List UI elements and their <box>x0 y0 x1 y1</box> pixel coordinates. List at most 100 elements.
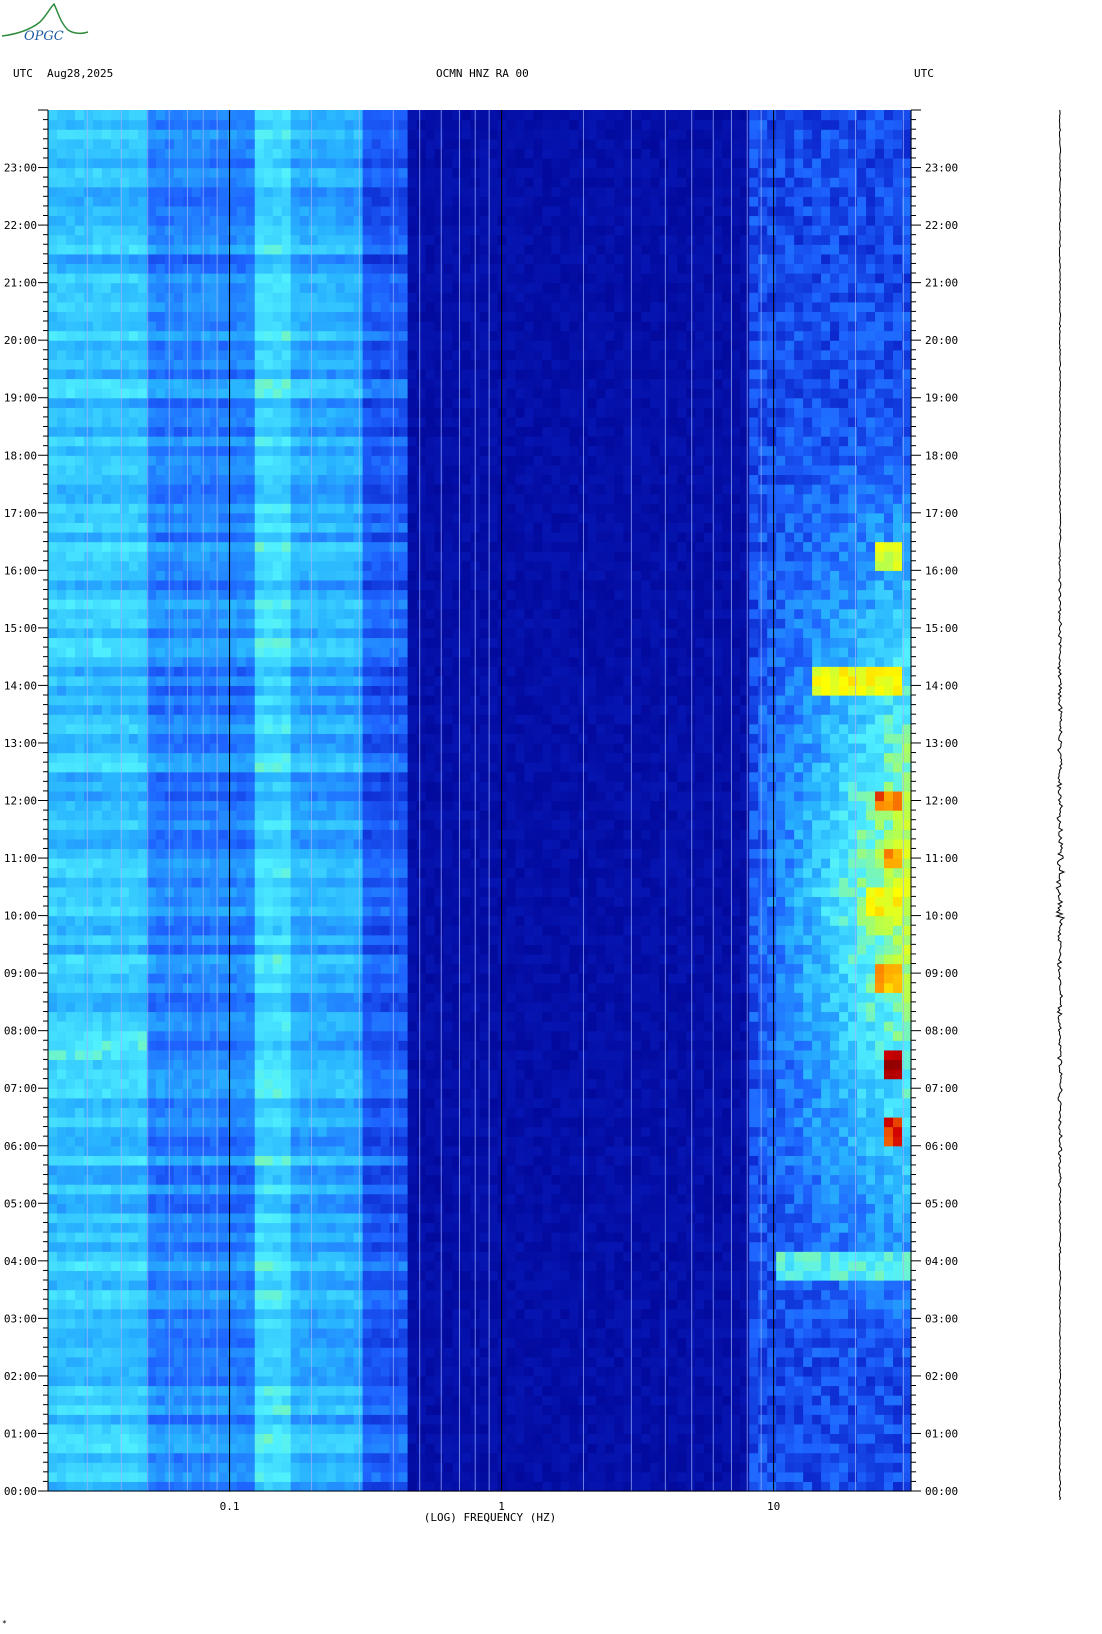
spectrogram-cell <box>308 1021 319 1032</box>
spectrogram-cell <box>767 1155 777 1166</box>
spectrogram-cell <box>83 1040 94 1051</box>
spectrogram-cell <box>848 1164 858 1176</box>
spectrogram-cell <box>884 1049 894 1061</box>
spectrogram-cell <box>542 1116 553 1128</box>
spectrogram-cell <box>848 1021 858 1032</box>
spectrogram-cell <box>605 1385 615 1396</box>
spectrogram-cell <box>560 1443 570 1454</box>
spectrogram-cell <box>821 1059 831 1070</box>
spectrogram-cell <box>452 1212 463 1224</box>
spectrogram-cell <box>740 1136 750 1147</box>
spectrogram-cell <box>677 1126 687 1137</box>
spectrogram-cell <box>830 1164 840 1176</box>
spectrogram-cell <box>902 1184 912 1195</box>
spectrogram-cell <box>281 1222 292 1233</box>
spectrogram-cell <box>677 1030 687 1041</box>
spectrogram-cell <box>632 1040 642 1051</box>
spectrogram-cell <box>866 1414 876 1425</box>
spectrogram-cell <box>308 1423 319 1435</box>
spectrogram-cell <box>308 1327 319 1339</box>
spectrogram-cell <box>785 1385 795 1396</box>
spectrogram-cell <box>713 1145 723 1156</box>
spectrogram-cell <box>425 1069 436 1080</box>
spectrogram-cell <box>776 1126 786 1137</box>
spectrogram-cell <box>848 1059 858 1070</box>
spectrogram-cell <box>848 1481 858 1492</box>
spectrogram-cell <box>272 1308 283 1319</box>
spectrogram-cell <box>128 1222 139 1233</box>
spectrogram-cell <box>254 1040 265 1051</box>
spectrogram-cell <box>668 1088 678 1099</box>
spectrogram-cell <box>227 1385 238 1396</box>
spectrogram-cell <box>488 1375 499 1387</box>
spectrogram-cell <box>263 1337 274 1348</box>
spectrogram-cell <box>839 1078 849 1089</box>
spectrogram-cell <box>236 1270 247 1281</box>
spectrogram-cell <box>56 1116 67 1128</box>
spectrogram-cell <box>281 1433 292 1444</box>
spectrogram-cell <box>290 1270 301 1281</box>
spectrogram-cell <box>101 1222 112 1233</box>
spectrogram-cell <box>812 1433 822 1444</box>
spectrogram-cell <box>857 1423 867 1435</box>
spectrogram-cell <box>83 1327 94 1339</box>
spectrogram-cell <box>731 1433 741 1444</box>
spectrogram-cell <box>155 1395 166 1406</box>
spectrogram-cell <box>308 1308 319 1319</box>
spectrogram-cell <box>119 1299 130 1310</box>
spectrogram-cell <box>173 1040 184 1051</box>
spectrogram-cell <box>461 1212 472 1224</box>
spectrogram-cell <box>281 1423 292 1435</box>
spectrogram-cell <box>875 1347 885 1358</box>
spectrogram-cell <box>245 1395 256 1406</box>
spectrogram-cell <box>506 1107 517 1118</box>
spectrogram-cell <box>533 1222 544 1233</box>
spectrogram-cell <box>767 1136 777 1147</box>
spectrogram-cell <box>218 1232 229 1243</box>
spectrogram-cell <box>659 1404 669 1415</box>
spectrogram-cell <box>731 1385 741 1396</box>
spectrogram-cell <box>497 1184 508 1195</box>
spectrogram-cell <box>227 1126 238 1137</box>
spectrogram-cell <box>119 1155 130 1166</box>
spectrogram-cell <box>560 1481 570 1492</box>
spectrogram-cell <box>596 1471 606 1483</box>
spectrogram-cell <box>623 1136 633 1147</box>
spectrogram-cell <box>713 1164 723 1176</box>
spectrogram-cell <box>686 1299 696 1310</box>
spectrogram-cell <box>335 1078 346 1089</box>
spectrogram-cell <box>209 1327 220 1339</box>
spectrogram-cell <box>596 1462 606 1473</box>
spectrogram-cell <box>119 1289 130 1300</box>
spectrogram-cell <box>191 1222 202 1233</box>
spectrogram-cell <box>362 1318 373 1329</box>
spectrogram-cell <box>227 1222 238 1233</box>
spectrogram-cell <box>299 1347 310 1358</box>
spectrogram-cell <box>101 1059 112 1070</box>
spectrogram-cell <box>497 1385 508 1396</box>
spectrogram-cell <box>110 1232 121 1243</box>
spectrogram-cell <box>713 1356 723 1367</box>
spectrogram-cell <box>209 1059 220 1070</box>
spectrogram-cell <box>290 1347 301 1358</box>
spectrogram-cell <box>48 1222 58 1233</box>
spectrogram-cell <box>569 1443 579 1454</box>
spectrogram-cell <box>290 1366 301 1377</box>
spectrogram-cell <box>632 992 642 1003</box>
spectrogram-cell <box>632 1299 642 1310</box>
spectrogram-cell <box>713 1136 723 1147</box>
spectrogram-cell <box>857 1308 867 1319</box>
spectrogram-cell <box>290 1184 301 1195</box>
spectrogram-cell <box>326 1433 337 1444</box>
spectrogram-cell <box>821 1184 831 1195</box>
spectrogram-cell <box>659 1366 669 1377</box>
spectrogram-cell <box>839 1260 849 1272</box>
spectrogram-cell <box>497 1222 508 1233</box>
spectrogram-cell <box>515 1203 526 1214</box>
spectrogram-cell <box>497 1126 508 1137</box>
spectrogram-cell <box>848 1395 858 1406</box>
spectrogram-cell <box>209 1222 220 1233</box>
spectrogram-cell <box>812 1193 822 1204</box>
spectrogram-cell <box>551 1356 562 1367</box>
spectrogram-cell <box>209 1097 220 1108</box>
